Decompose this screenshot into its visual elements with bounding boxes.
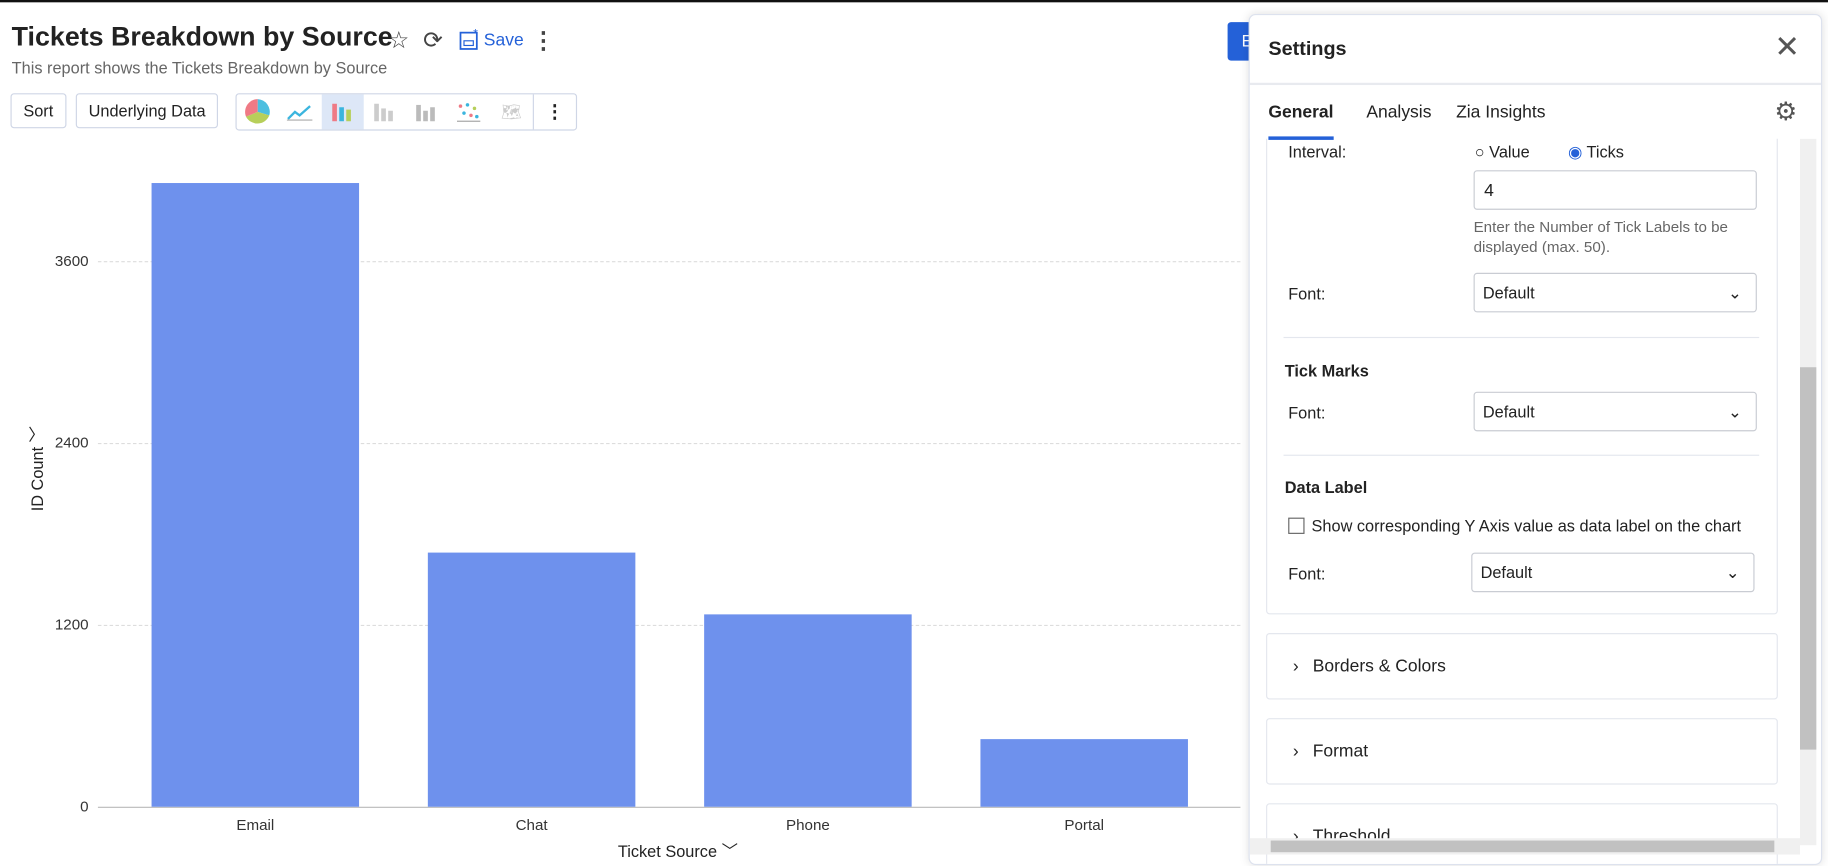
waterfall-chart-icon[interactable] [406, 94, 448, 129]
bar-email[interactable] [151, 183, 360, 807]
underlying-data-button[interactable]: Underlying Data [75, 93, 219, 129]
bar-portal[interactable] [980, 739, 1188, 807]
svg-text:*: * [473, 28, 478, 40]
horizontal-scrollbar[interactable] [1249, 838, 1800, 855]
y-axis-title[interactable]: ID Count ﹀ [26, 399, 49, 539]
close-icon[interactable]: ✕ [1774, 29, 1800, 65]
radio-value[interactable]: ○ Value [1474, 142, 1530, 161]
active-tab-indicator [1268, 136, 1334, 140]
chart-type-selector: 🗺 ⋮ [235, 93, 578, 131]
y-tick-label: 1200 [54, 615, 89, 634]
data-label-checkbox[interactable]: Show corresponding Y Axis value as data … [1288, 516, 1741, 535]
x-tick-label: Phone [785, 816, 830, 834]
gear-icon[interactable]: ⚙ [1774, 96, 1798, 126]
map-chart-icon[interactable]: 🗺 [500, 102, 522, 121]
more-icon[interactable]: ⋮ [531, 27, 555, 54]
settings-title: Settings [1268, 37, 1347, 60]
font-label: Font: [1288, 403, 1326, 423]
font-label: Font: [1288, 284, 1326, 304]
interval-label: Interval: [1288, 142, 1347, 161]
gridline [97, 624, 1241, 627]
chevron-down-icon: ⌄ [1728, 401, 1742, 421]
tick-count-input[interactable]: 4 [1473, 170, 1757, 210]
star-icon[interactable]: ☆ [388, 27, 410, 54]
chevron-down-icon: ⌄ [1728, 282, 1742, 302]
gridline [97, 261, 1241, 263]
sort-button[interactable]: Sort [10, 93, 67, 129]
tab-analysis[interactable]: Analysis [1366, 102, 1432, 123]
y-tick-label: 3600 [54, 251, 89, 270]
pie-chart-icon[interactable] [237, 94, 279, 129]
data-label-font-select[interactable]: Default ⌄ [1471, 552, 1755, 593]
stacked-bar-icon[interactable] [363, 94, 405, 129]
vertical-scrollbar[interactable] [1799, 138, 1817, 846]
tab-general[interactable]: General [1268, 102, 1334, 123]
y-tick-label: 0 [80, 797, 89, 815]
x-axis-label: Ticket Source [617, 841, 718, 861]
accordion-threshold[interactable]: › Threshold [1266, 803, 1778, 864]
line-chart-icon[interactable] [279, 94, 321, 129]
chevron-down-icon: ﹀ [721, 841, 738, 861]
y-axis-label: ID Count [27, 446, 47, 512]
gridline [97, 443, 1241, 445]
tick-count-help: Enter the Number of Tick Labels to be di… [1473, 218, 1728, 256]
refresh-icon[interactable]: ⟳ [423, 27, 443, 54]
save-icon: * [459, 28, 478, 50]
data-label-heading: Data Label [1284, 477, 1368, 497]
x-tick-label: Email [236, 816, 275, 834]
page-title: Tickets Breakdown by Source [11, 20, 393, 52]
chevron-down-icon: ﹀ [27, 426, 47, 443]
scatter-chart-icon[interactable] [448, 94, 490, 129]
font-label: Font: [1288, 564, 1326, 583]
bar-chart-icon[interactable] [321, 94, 364, 130]
more-chart-options-icon[interactable]: ⋮ [532, 94, 575, 130]
axis-settings-section: Interval: ○ Value ◉ Ticks 4 Enter the Nu… [1266, 108, 1778, 615]
settings-panel: Settings ✕ General Analysis Zia Insights… [1248, 13, 1823, 866]
font-select[interactable]: Default ⌄ [1473, 272, 1757, 313]
x-tick-label: Portal [1064, 816, 1104, 834]
x-axis-line [97, 806, 1241, 808]
accordion-borders-colors[interactable]: › Borders & Colors [1266, 633, 1778, 700]
page-subtitle: This report shows the Tickets Breakdown … [11, 58, 388, 77]
tick-marks-font-select[interactable]: Default ⌄ [1473, 391, 1757, 432]
y-tick-label: 2400 [54, 433, 89, 452]
save-button[interactable]: * Save [458, 28, 524, 51]
accordion-format[interactable]: › Format [1266, 718, 1778, 785]
x-tick-label: Chat [515, 816, 548, 834]
tick-marks-heading: Tick Marks [1284, 361, 1369, 381]
bar-chat[interactable] [427, 552, 636, 807]
radio-ticks[interactable]: ◉ Ticks [1568, 142, 1624, 161]
x-axis-title[interactable]: Ticket Source ﹀ [618, 839, 738, 862]
save-label: Save [483, 29, 524, 50]
chevron-down-icon: ⌄ [1725, 562, 1740, 582]
bar-phone[interactable] [704, 614, 912, 807]
tab-zia-insights[interactable]: Zia Insights [1456, 102, 1546, 123]
